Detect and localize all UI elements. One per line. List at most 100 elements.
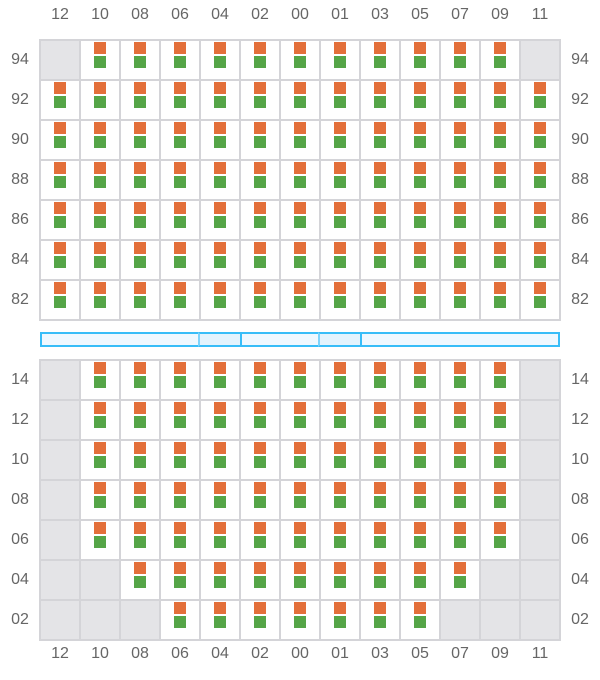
seat[interactable] bbox=[361, 241, 399, 279]
seat[interactable] bbox=[401, 201, 439, 239]
seat[interactable] bbox=[41, 281, 79, 319]
seat[interactable] bbox=[521, 161, 559, 199]
seat[interactable] bbox=[161, 161, 199, 199]
seat[interactable] bbox=[401, 41, 439, 79]
seat[interactable] bbox=[201, 561, 239, 599]
seat[interactable] bbox=[281, 361, 319, 399]
seat[interactable] bbox=[81, 401, 119, 439]
seat[interactable] bbox=[81, 241, 119, 279]
seat[interactable] bbox=[481, 441, 519, 479]
seat[interactable] bbox=[121, 121, 159, 159]
seat[interactable] bbox=[161, 601, 199, 639]
seat[interactable] bbox=[81, 201, 119, 239]
seat[interactable] bbox=[281, 401, 319, 439]
seat[interactable] bbox=[441, 241, 479, 279]
seat[interactable] bbox=[321, 361, 359, 399]
seat[interactable] bbox=[401, 521, 439, 559]
seat[interactable] bbox=[361, 561, 399, 599]
seat[interactable] bbox=[201, 281, 239, 319]
seat[interactable] bbox=[241, 481, 279, 519]
seat[interactable] bbox=[121, 441, 159, 479]
seat[interactable] bbox=[441, 561, 479, 599]
seat[interactable] bbox=[201, 401, 239, 439]
seat[interactable] bbox=[161, 121, 199, 159]
seat[interactable] bbox=[201, 481, 239, 519]
seat[interactable] bbox=[201, 121, 239, 159]
seat[interactable] bbox=[201, 361, 239, 399]
seat[interactable] bbox=[121, 241, 159, 279]
seat[interactable] bbox=[241, 441, 279, 479]
seat[interactable] bbox=[521, 201, 559, 239]
seat[interactable] bbox=[241, 81, 279, 119]
seat[interactable] bbox=[521, 121, 559, 159]
seat[interactable] bbox=[241, 561, 279, 599]
seat[interactable] bbox=[281, 241, 319, 279]
seat[interactable] bbox=[241, 41, 279, 79]
seat[interactable] bbox=[441, 401, 479, 439]
seat[interactable] bbox=[321, 441, 359, 479]
seat[interactable] bbox=[401, 481, 439, 519]
seat[interactable] bbox=[401, 441, 439, 479]
seat[interactable] bbox=[121, 401, 159, 439]
seat[interactable] bbox=[241, 281, 279, 319]
seat[interactable] bbox=[161, 81, 199, 119]
seat[interactable] bbox=[401, 561, 439, 599]
seat[interactable] bbox=[321, 281, 359, 319]
seat[interactable] bbox=[121, 521, 159, 559]
seat[interactable] bbox=[201, 201, 239, 239]
seat[interactable] bbox=[401, 281, 439, 319]
seat[interactable] bbox=[121, 481, 159, 519]
seat[interactable] bbox=[201, 161, 239, 199]
seat[interactable] bbox=[441, 361, 479, 399]
seat[interactable] bbox=[481, 361, 519, 399]
seat[interactable] bbox=[321, 561, 359, 599]
seat[interactable] bbox=[81, 361, 119, 399]
seat[interactable] bbox=[361, 281, 399, 319]
seat[interactable] bbox=[481, 481, 519, 519]
seat[interactable] bbox=[361, 481, 399, 519]
seat[interactable] bbox=[201, 241, 239, 279]
seat[interactable] bbox=[441, 121, 479, 159]
seat[interactable] bbox=[281, 601, 319, 639]
seat[interactable] bbox=[321, 241, 359, 279]
seat[interactable] bbox=[281, 441, 319, 479]
seat[interactable] bbox=[201, 41, 239, 79]
seat[interactable] bbox=[441, 41, 479, 79]
seat[interactable] bbox=[521, 241, 559, 279]
seat[interactable] bbox=[441, 441, 479, 479]
seat[interactable] bbox=[201, 81, 239, 119]
seat[interactable] bbox=[41, 121, 79, 159]
seat[interactable] bbox=[481, 41, 519, 79]
seat[interactable] bbox=[161, 361, 199, 399]
seat[interactable] bbox=[81, 41, 119, 79]
seat[interactable] bbox=[121, 201, 159, 239]
seat[interactable] bbox=[441, 481, 479, 519]
seat[interactable] bbox=[441, 201, 479, 239]
seat[interactable] bbox=[281, 121, 319, 159]
seat[interactable] bbox=[161, 241, 199, 279]
seat[interactable] bbox=[121, 161, 159, 199]
seat[interactable] bbox=[241, 361, 279, 399]
seat[interactable] bbox=[121, 281, 159, 319]
seat[interactable] bbox=[41, 161, 79, 199]
seat[interactable] bbox=[201, 441, 239, 479]
seat[interactable] bbox=[361, 401, 399, 439]
seat[interactable] bbox=[201, 521, 239, 559]
seat[interactable] bbox=[481, 161, 519, 199]
seat[interactable] bbox=[81, 121, 119, 159]
seat[interactable] bbox=[321, 161, 359, 199]
seat[interactable] bbox=[321, 201, 359, 239]
seat[interactable] bbox=[361, 81, 399, 119]
seat[interactable] bbox=[241, 241, 279, 279]
seat[interactable] bbox=[161, 281, 199, 319]
seat[interactable] bbox=[361, 601, 399, 639]
seat[interactable] bbox=[361, 361, 399, 399]
seat[interactable] bbox=[81, 161, 119, 199]
seat[interactable] bbox=[401, 361, 439, 399]
seat[interactable] bbox=[321, 481, 359, 519]
seat[interactable] bbox=[361, 521, 399, 559]
seat[interactable] bbox=[41, 201, 79, 239]
seat[interactable] bbox=[441, 281, 479, 319]
seat[interactable] bbox=[121, 81, 159, 119]
seat[interactable] bbox=[121, 561, 159, 599]
